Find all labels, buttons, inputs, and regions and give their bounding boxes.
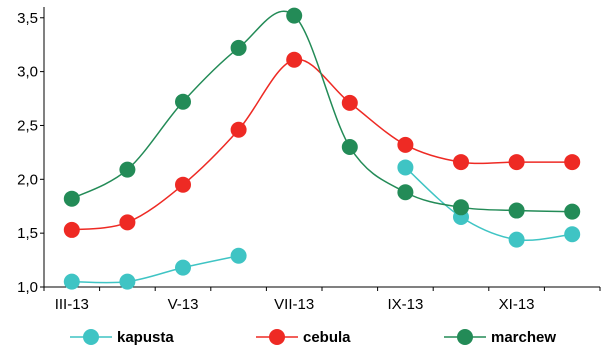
data-point-cebula	[453, 154, 469, 171]
legend-marker-marchew	[457, 329, 473, 345]
data-point-marchew	[508, 202, 525, 219]
series-points	[63, 7, 581, 290]
data-point-cebula	[341, 94, 358, 111]
y-tick-label: 2,0	[17, 171, 38, 188]
x-tick-label: III-13	[55, 296, 89, 313]
data-point-marchew	[175, 93, 191, 110]
data-point-marchew	[564, 203, 581, 220]
data-point-kapusta	[175, 259, 191, 276]
data-point-kapusta	[564, 226, 581, 243]
data-point-cebula	[119, 214, 136, 231]
data-point-kapusta	[119, 273, 136, 290]
legend-marker-kapusta	[83, 329, 99, 345]
data-point-cebula	[286, 51, 303, 68]
y-tick-label: 1,0	[17, 279, 38, 296]
data-point-marchew	[119, 161, 136, 178]
series-line-kapusta	[404, 166, 573, 241]
series-line-cebula	[71, 58, 573, 231]
legend: kapusta cebula marchew	[70, 329, 556, 346]
data-point-marchew	[397, 184, 414, 201]
x-tick-label: VII-13	[274, 296, 314, 313]
data-point-kapusta	[230, 247, 247, 264]
y-tick-label: 2,5	[17, 117, 38, 134]
x-tick-label: IX-13	[387, 296, 423, 313]
data-point-cebula	[508, 154, 525, 171]
data-point-marchew	[341, 139, 358, 155]
data-point-cebula	[175, 176, 191, 193]
legend-label-cebula: cebula	[303, 329, 351, 346]
data-point-marchew	[286, 7, 303, 24]
y-tick-label: 3,5	[17, 10, 38, 27]
y-tick-label: 3,0	[17, 64, 38, 81]
data-point-cebula	[63, 221, 80, 238]
x-tick-label: V-13	[168, 296, 199, 313]
x-tick-label: XI-13	[499, 296, 535, 313]
series-line-marchew	[71, 10, 573, 213]
data-point-cebula	[397, 136, 414, 153]
legend-marker-cebula	[269, 329, 285, 345]
data-point-kapusta	[63, 273, 80, 290]
data-point-marchew	[63, 190, 80, 207]
data-point-cebula	[564, 154, 581, 171]
data-point-marchew	[230, 39, 247, 56]
data-point-cebula	[230, 121, 247, 138]
data-point-kapusta	[397, 159, 414, 176]
chart-axes: 1,0 1,5 2,0 2,5 3,0 3,5 III-13 V-13 VII-13 IX-13 X…	[17, 7, 601, 313]
y-tick-label: 1,5	[17, 225, 38, 242]
series-line-kapusta	[71, 255, 239, 284]
legend-label-kapusta: kapusta	[117, 329, 174, 346]
legend-label-marchew: marchew	[491, 329, 556, 346]
series-lines	[71, 10, 573, 284]
data-point-marchew	[453, 199, 469, 216]
data-point-kapusta	[508, 231, 525, 248]
